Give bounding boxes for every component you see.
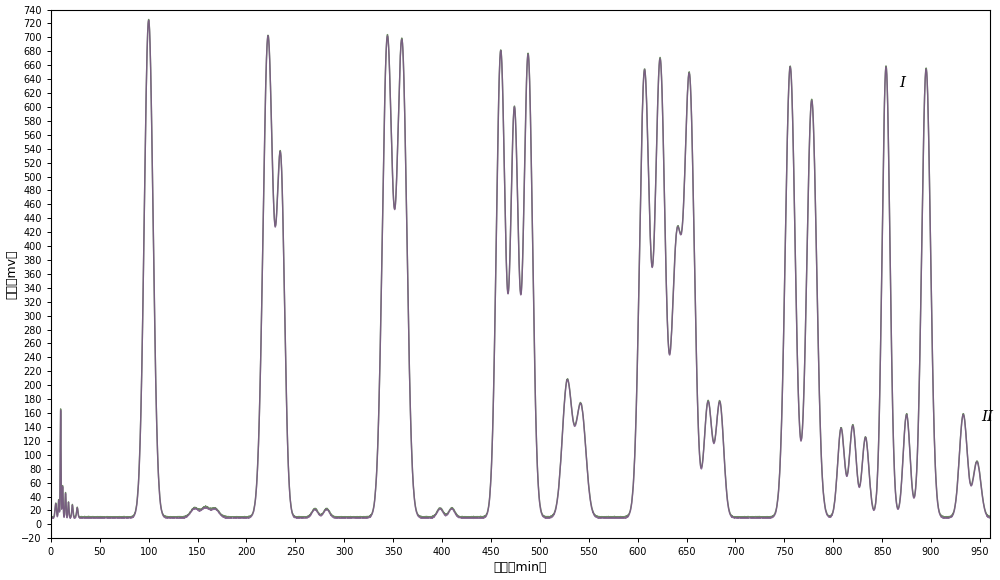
- Y-axis label: 电压（mv）: 电压（mv）: [6, 249, 19, 299]
- X-axis label: 时间（min）: 时间（min）: [494, 561, 547, 574]
- Text: II: II: [981, 411, 993, 425]
- Text: I: I: [899, 77, 905, 90]
